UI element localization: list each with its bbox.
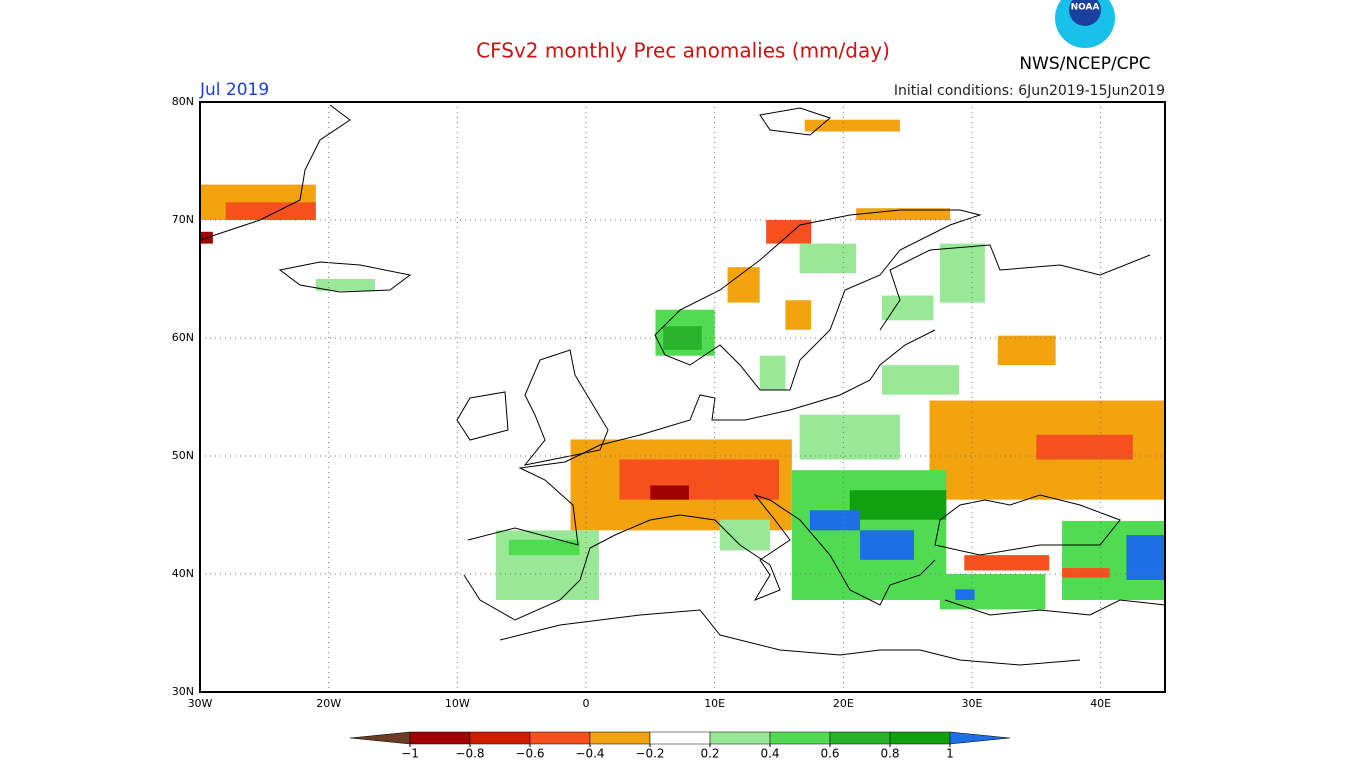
colorbar-segment [409,731,471,745]
colorbar-segment [469,731,531,745]
map-frame [199,101,1166,693]
anomaly-cell [860,530,915,560]
colorbar-segment [529,731,591,745]
anomaly-cell [856,208,951,220]
x-tick-label: 10E [704,697,725,710]
colorbar-segment [709,731,771,745]
colorbar-label: −0.8 [455,747,484,761]
colorbar-label: 0.2 [700,747,719,761]
colorbar-label: 0.8 [880,747,899,761]
anomaly-cell [799,414,900,460]
anomaly-cell [1062,568,1110,578]
colorbar-segment [949,731,1011,745]
anomaly-cell [955,589,975,600]
anomaly-cell [1126,535,1165,580]
anomaly-cell [939,243,985,303]
colorbar-label: 1 [946,747,954,761]
anomaly-cell [759,355,786,390]
logo [1069,0,1101,26]
period-label: Jul 2019 [199,80,269,100]
anomaly-cell [964,555,1050,571]
anomaly-cell [809,510,861,531]
colorbar-segment [349,731,411,745]
colorbar-label: −1 [401,747,419,761]
y-tick-label: 60N [172,331,194,344]
x-tick-label: 40E [1090,697,1111,710]
colorbar-label: −0.4 [575,747,604,761]
coastline [879,244,1151,331]
coastline [456,391,509,441]
colorbar-segment [649,731,711,745]
x-tick-label: 0 [583,697,590,710]
x-tick-label: 30W [188,697,213,710]
coastline [523,349,609,466]
anomaly-cell [225,202,316,220]
y-tick-label: 40N [172,567,194,580]
anomaly-cell [804,119,900,132]
y-tick-label: 30N [172,685,194,698]
coastline [278,261,412,293]
coastline [944,599,1166,616]
x-tick-label: 10W [445,697,470,710]
anomaly-cell [997,335,1056,366]
coastline [463,493,936,621]
logo-text: NOAA [1071,3,1100,13]
colorbar: −1 −0.8 −0.6 −0.4 −0.2 0.2 0.4 0.6 0.8 1 [349,731,1011,761]
y-tick-label: 80N [172,95,194,108]
anomaly-cell [650,485,689,500]
x-tick-label: 20E [833,697,854,710]
coastlines [199,104,1166,666]
anomaly-cell [1036,434,1133,460]
colorbar-segment [829,731,891,745]
anomaly-cell [785,300,812,330]
anomaly-cell [315,279,375,291]
colorbar-label: −0.6 [515,747,544,761]
colorbar-label: 0.6 [820,747,839,761]
coastline [654,209,982,391]
x-tick-label: 20W [316,697,341,710]
colorbar-segment [589,731,651,745]
map-title: CFSv2 monthly Prec anomalies (mm/day) [476,39,890,63]
y-tick-label: 50N [172,449,194,462]
y-tick-label: 70N [172,213,194,226]
anomaly-cell [849,490,947,520]
anomaly-cell [799,243,857,274]
colorbar-segment [889,731,951,745]
source-label: NWS/NCEP/CPC [1019,54,1150,74]
initial-conditions: Initial conditions: 6Jun2019-15Jun2019 [894,83,1165,99]
anomaly-cell [719,519,770,551]
anomaly-cell [619,459,779,500]
coastline [499,609,1081,666]
colorbar-label: −0.2 [635,747,664,761]
coastline [467,329,936,546]
x-tick-label: 30E [962,697,983,710]
anomaly-cell [881,295,934,321]
coastline [759,107,831,136]
anomaly-cell [766,220,812,244]
colorbar-label: 0.4 [760,747,779,761]
anomaly-cell [881,365,960,395]
anomaly-layer [200,119,1165,610]
coastline [934,494,1121,556]
colorbar-segment [769,731,831,745]
anomaly-cell [727,267,760,303]
anomaly-cell [663,326,702,350]
anomaly-cell [508,539,580,556]
